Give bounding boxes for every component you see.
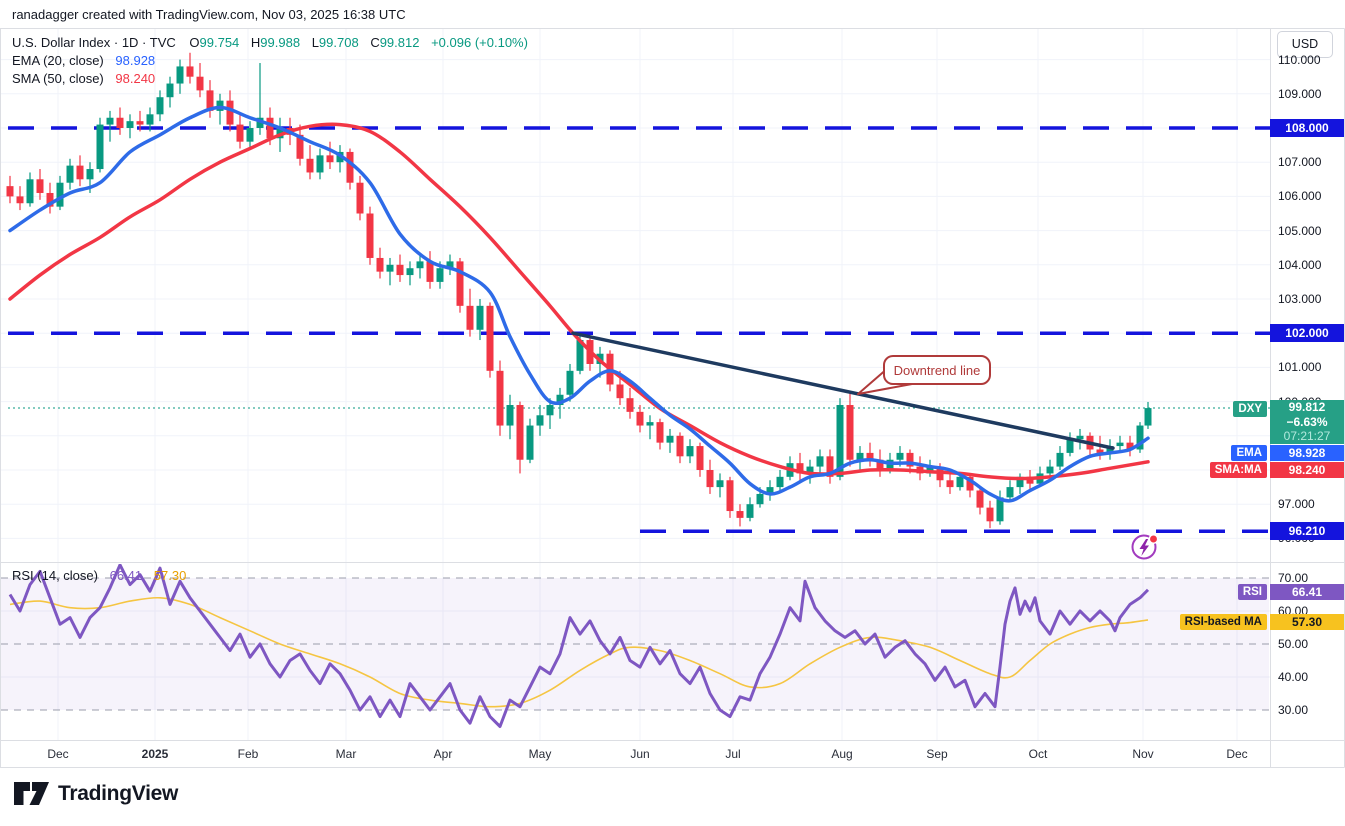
time-axis-label: Mar <box>335 747 357 761</box>
time-axis-label: Dec <box>1226 747 1248 761</box>
ema-chip[interactable]: EMA <box>1231 445 1267 461</box>
rsi-ma-value-badge: 57.30 <box>1270 614 1344 630</box>
flash-icon[interactable] <box>1130 531 1162 563</box>
sma-label: SMA (50, close) <box>12 71 104 86</box>
time-axis-label: Jun <box>630 747 650 761</box>
rsi-tick-label: 40.00 <box>1278 670 1309 684</box>
ohlc-open: O99.754 <box>189 35 240 50</box>
sma-legend-row[interactable]: SMA (50, close) 98.240 <box>12 70 528 88</box>
level-badge-102[interactable]: 102.000 <box>1270 324 1344 342</box>
rsi-tick-label: 50.00 <box>1278 637 1309 651</box>
price-tick-label: 104.000 <box>1278 257 1322 272</box>
time-axis-label: Jul <box>725 747 741 761</box>
ohlc-high: H99.988 <box>250 35 301 50</box>
time-axis-label: Sep <box>926 747 948 761</box>
symbol-title[interactable]: U.S. Dollar Index · 1D · TVC <box>12 35 176 50</box>
change-value: +0.096 (+0.10%) <box>431 35 528 50</box>
chart-legend: U.S. Dollar Index · 1D · TVC O99.754 H99… <box>12 34 528 88</box>
price-tick-label: 106.000 <box>1278 189 1322 204</box>
level-badge-108[interactable]: 108.000 <box>1270 119 1344 137</box>
time-axis-label: Nov <box>1132 747 1154 761</box>
rsi-value: 66.41 <box>109 568 143 583</box>
dxy-symbol-chip[interactable]: DXY <box>1233 401 1267 417</box>
price-tick-label: 101.000 <box>1278 360 1322 375</box>
rsi-legend[interactable]: RSI (14, close) 66.41 57.30 <box>12 568 186 583</box>
tradingview-logo-icon <box>14 782 49 805</box>
ema-value-badge: 98.928 <box>1270 445 1344 461</box>
time-axis-label: Feb <box>237 747 259 761</box>
rsi-label: RSI (14, close) <box>12 568 98 583</box>
lightning-bolt-icon <box>1139 539 1149 556</box>
time-axis[interactable]: Dec 2025 Feb Mar Apr May Jun Jul Aug Sep Oct Nov Dec <box>0 740 1270 768</box>
price-tick-label: 109.000 <box>1278 86 1322 101</box>
time-axis-label: Apr <box>433 747 453 761</box>
notification-dot <box>1148 534 1159 544</box>
price-tick-label: 105.000 <box>1278 223 1322 238</box>
ema-label: EMA (20, close) <box>12 53 104 68</box>
ema-value: 98.928 <box>115 53 156 68</box>
price-tick-label: 97.000 <box>1278 497 1315 512</box>
time-axis-label: Dec <box>47 747 69 761</box>
downtrend-callout[interactable]: Downtrend line <box>850 350 1000 402</box>
dxy-price-badge[interactable]: 99.812 −6.63% 07:21:27 <box>1270 400 1344 444</box>
dxy-change-pct: −6.63% <box>1286 414 1328 429</box>
level-badge-96210[interactable]: 96.210 <box>1270 522 1344 540</box>
rsi-chip[interactable]: RSI <box>1237 584 1267 600</box>
sma-chip[interactable]: SMA:MA <box>1209 462 1267 478</box>
rsi-ma-value: 57.30 <box>153 568 187 583</box>
price-tick-label: 110.000 <box>1278 52 1321 67</box>
currency-usd-button[interactable]: USD <box>1277 31 1333 58</box>
time-axis-label: 2025 <box>141 747 169 761</box>
callout-text: Downtrend line <box>894 363 981 378</box>
rsi-tick-label: 30.00 <box>1278 703 1309 717</box>
watermark-text: ranadagger created with TradingView.com,… <box>12 7 406 22</box>
price-tick-label: 103.000 <box>1278 292 1322 306</box>
rsi-ma-chip[interactable]: RSI-based MA <box>1179 614 1267 630</box>
price-tick-label: 107.000 <box>1278 155 1322 170</box>
tradingview-logo-text: TradingView <box>58 782 179 805</box>
rsi-value-badge: 66.41 <box>1270 584 1344 600</box>
ema-legend-row[interactable]: EMA (20, close) 98.928 <box>12 52 528 70</box>
ohlc-low: L99.708 <box>311 35 359 50</box>
dxy-last-price: 99.812 <box>1288 400 1326 414</box>
tradingview-logo[interactable]: TradingView <box>14 782 178 806</box>
time-axis-label: Aug <box>831 747 853 761</box>
time-axis-label: Oct <box>1028 747 1048 761</box>
dxy-bar-countdown: 07:21:27 <box>1283 429 1331 444</box>
ohlc-close: C99.812 <box>370 35 420 50</box>
symbol-row: U.S. Dollar Index · 1D · TVC O99.754 H99… <box>12 34 528 52</box>
sma-value-badge: 98.240 <box>1270 462 1344 478</box>
rsi-tick-label: 70.00 <box>1278 571 1309 585</box>
sma-value: 98.240 <box>115 71 156 86</box>
time-axis-label: May <box>528 747 552 761</box>
